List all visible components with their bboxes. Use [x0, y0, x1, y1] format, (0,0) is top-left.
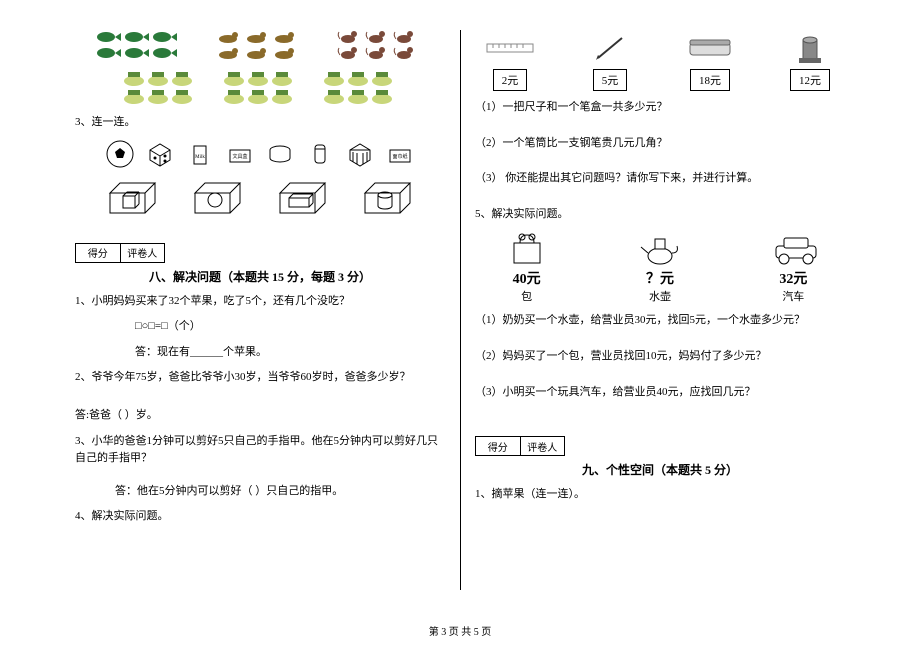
shop-label: 水壶 — [620, 288, 700, 304]
shop-label: 汽车 — [753, 288, 833, 304]
q3-answer: 答：他在5分钟内可以剪好（ ）只自己的指甲。 — [75, 483, 445, 501]
box-icon: 文具盒 — [226, 140, 254, 168]
price-label: 5元 — [593, 69, 628, 91]
kettle-icon — [635, 231, 685, 266]
shop-price: 32元 — [753, 268, 833, 288]
section-8-title: 八、解决问题（本题共 15 分，每题 3 分） — [75, 268, 445, 285]
shop-price: 40元 — [487, 268, 567, 288]
tray-cylinder — [360, 178, 415, 218]
q3-label: 3、连一连。 — [75, 114, 445, 132]
fish-group — [95, 30, 185, 60]
score-cell: 得分 — [76, 244, 121, 262]
q2-answer: 答:爸爸（ ）岁。 — [75, 407, 445, 425]
frog-group — [223, 70, 298, 104]
price-item-pencilcase: 18元 — [675, 30, 745, 91]
shop-item-bag: 40元 包 — [487, 231, 567, 304]
soccer-ball-icon — [106, 140, 134, 168]
trays-row — [75, 178, 445, 218]
dice-icon — [146, 140, 174, 168]
q3-text: 3、小华的爸爸1分钟可以剪好5只自己的手指甲。他在5分钟内可以剪好几只自己的手指… — [75, 433, 445, 468]
score-cell: 评卷人 — [121, 244, 165, 262]
score-box: 得分 评卷人 — [75, 243, 165, 263]
price-label: 18元 — [690, 69, 730, 91]
bag-icon — [502, 231, 552, 266]
q1-answer: 答：现在有______个苹果。 — [75, 344, 445, 362]
car-icon — [768, 231, 823, 266]
svg-text:Milk: Milk — [195, 155, 205, 160]
sq2: （2）妈妈买了一个包，营业员找回10元，妈妈付了多少元？ — [475, 348, 845, 366]
duck-group — [215, 30, 305, 60]
price-item-ruler: 2元 — [475, 30, 545, 91]
sq3: （3）小明买一个玩具汽车，给营业员40元，应找回几元？ — [475, 384, 845, 402]
pq3: （3） 你还能提出其它问题吗？请你写下来，并进行计算。 — [475, 170, 845, 188]
left-column: 3、连一连。 Milk 文具盒 面巾纸 得分 评卷人 八、解决问题（本题共 — [60, 30, 460, 590]
q5-label: 5、解决实际问题。 — [475, 206, 845, 224]
score-box: 得分 评卷人 — [475, 436, 565, 456]
q2-text: 2、爷爷今年75岁，爸爸比爷爷小30岁，当爷爷60岁时，爸爸多少岁？ — [75, 369, 445, 387]
pq2: （2）一个笔筒比一支钢笔贵几元几角？ — [475, 135, 845, 153]
penholder-icon — [795, 30, 825, 65]
ruler-icon — [485, 42, 535, 54]
tray-sphere — [190, 178, 245, 218]
pq1: （1）一把尺子和一个笔盒一共多少元？ — [475, 99, 845, 117]
q1-text: 1、小明妈妈买来了32个苹果，吃了5个，还有几个没吃？ — [75, 293, 445, 311]
tray-cube — [105, 178, 160, 218]
animal-groups-row — [75, 30, 445, 60]
score-cell: 得分 — [476, 437, 521, 455]
frog-group — [323, 70, 398, 104]
price-label: 12元 — [790, 69, 830, 91]
svg-text:面巾纸: 面巾纸 — [392, 153, 407, 160]
q1-apples: 1、摘苹果（连一连）。 — [475, 486, 845, 504]
frog-group — [123, 70, 198, 104]
right-column: 2元 5元 18元 12元 （1）一把尺子和一个笔盒一共多少元？ （2）一个笔筒… — [460, 30, 860, 590]
milk-box-icon: Milk — [186, 140, 214, 168]
price-items-row: 2元 5元 18元 12元 — [475, 30, 845, 91]
svg-text:文具盒: 文具盒 — [232, 153, 247, 160]
tissue-box-icon: 面巾纸 — [386, 140, 414, 168]
shop-items-row: 40元 包 ？元 水壶 32元 汽车 — [475, 231, 845, 304]
shop-item-kettle: ？元 水壶 — [620, 231, 700, 304]
drum-icon — [266, 140, 294, 168]
pencilcase-icon — [685, 35, 735, 60]
price-label: 2元 — [493, 69, 528, 91]
section-9-title: 九、个性空间（本题共 5 分） — [475, 461, 845, 478]
pen-icon — [590, 33, 630, 63]
price-item-penholder: 12元 — [775, 30, 845, 91]
rooster-group — [335, 30, 425, 60]
tray-cuboid — [275, 178, 330, 218]
can-icon — [306, 140, 334, 168]
page-footer: 第 3 页 共 5 页 — [0, 623, 920, 638]
score-cell: 评卷人 — [521, 437, 565, 455]
shop-item-car: 32元 汽车 — [753, 231, 833, 304]
rubiks-cube-icon — [346, 140, 374, 168]
shop-label: 包 — [487, 288, 567, 304]
price-item-pen: 5元 — [575, 30, 645, 91]
q1-blank: □○□=□（个） — [75, 318, 445, 336]
objects-row: Milk 文具盒 面巾纸 — [75, 140, 445, 168]
sq1: （1）奶奶买一个水壶，给营业员30元，找回5元，一个水壶多少元？ — [475, 312, 845, 330]
shop-price: ？元 — [620, 268, 700, 288]
frog-groups-row — [75, 70, 445, 104]
q4-text: 4、解决实际问题。 — [75, 508, 445, 526]
